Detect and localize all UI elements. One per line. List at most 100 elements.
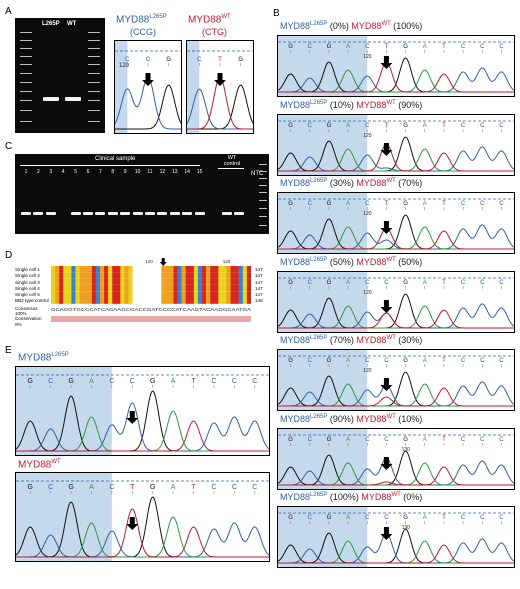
alignment-cell <box>165 291 170 298</box>
peak-trace-t <box>16 420 269 452</box>
alignment-cell <box>230 272 235 279</box>
gel-band-wt-control <box>222 212 232 215</box>
base-call: G <box>327 280 332 286</box>
alignment-cell <box>197 284 203 292</box>
peak-trace-c <box>16 402 269 452</box>
gel-lane-number: 10 <box>134 169 141 175</box>
alignment-row-label: Single cell 5 <box>15 292 40 298</box>
base-call: C <box>365 201 370 207</box>
alignment-cell <box>165 297 170 304</box>
alignment-cell <box>177 278 182 285</box>
alignment-cell <box>242 278 248 285</box>
alignment-cell <box>206 284 211 292</box>
alignment-cell <box>246 291 251 298</box>
alignment-cell <box>59 272 64 279</box>
base-call: C <box>499 280 504 286</box>
base-call: G <box>403 44 408 50</box>
alignment-cell <box>234 291 239 298</box>
alignment-cell <box>108 266 113 273</box>
alignment-cell <box>242 297 248 304</box>
base-call: A <box>423 123 427 129</box>
alignment-cell <box>197 266 203 273</box>
gel-lane-label-l265p: L265P <box>42 21 60 27</box>
base-call: T <box>191 484 196 491</box>
base-call: C <box>308 280 313 286</box>
alignment-cell <box>63 278 68 285</box>
alignment-cell <box>120 297 125 304</box>
alignment-cell <box>112 278 117 285</box>
alignment-cell <box>169 291 174 298</box>
base-call: T <box>442 123 446 129</box>
alignment-cell <box>108 272 113 279</box>
alignment-cell <box>67 272 72 279</box>
base-call: A <box>89 378 94 385</box>
peak-trace-t <box>278 308 514 328</box>
alignment-cell <box>91 266 97 273</box>
base-call: C <box>211 484 216 491</box>
base-call: C <box>48 378 53 385</box>
base-call: C <box>365 280 370 286</box>
base-call: C <box>252 484 257 491</box>
alignment-cell <box>124 272 129 279</box>
alignment-cell <box>63 266 68 273</box>
base-call: C <box>461 44 466 50</box>
gel-band <box>194 212 205 215</box>
base-call: G <box>27 484 32 491</box>
alignment-cell <box>59 284 64 292</box>
alignment-cell <box>79 272 84 279</box>
alignment-cell <box>112 266 117 273</box>
peak-trace-c <box>278 224 514 250</box>
alignment-cell <box>124 266 129 273</box>
alignment-cell <box>181 278 186 285</box>
alignment-cell <box>185 266 190 273</box>
base-call: A <box>423 201 427 207</box>
gel-lane-number: 8 <box>111 169 115 175</box>
alignment-cell <box>218 291 223 298</box>
alignment-cell <box>193 266 199 273</box>
alignment-cell <box>71 291 76 298</box>
panel-a-pos-1: 120 <box>119 63 130 69</box>
panel-label-b: B <box>273 8 280 19</box>
alignment-cell <box>116 266 121 273</box>
alignment-cell <box>91 284 97 292</box>
base-call: G <box>288 280 293 286</box>
base-call: T <box>385 44 389 50</box>
peak-trace-t <box>278 465 514 485</box>
alignment-cell <box>116 272 121 279</box>
panel-label-c: C <box>5 141 13 152</box>
arrow-down-icon <box>380 221 393 234</box>
alignment-cell <box>95 297 101 304</box>
gel-lane-number: 5 <box>74 169 77 175</box>
alignment-cell <box>71 266 76 273</box>
alignment-cell <box>169 297 174 304</box>
position-marker: 130 <box>402 447 411 453</box>
alignment-cell <box>128 266 133 273</box>
panel-a-trace1-title: MYD88L265P <box>116 14 167 26</box>
base-call: A <box>346 515 350 521</box>
alignment-row-end: 147 <box>255 292 263 298</box>
alignment-cell <box>87 291 93 298</box>
peak-trace-t <box>278 544 514 564</box>
base-call: C <box>384 358 389 364</box>
base-call: T <box>385 123 389 129</box>
alignment-cell <box>83 284 88 292</box>
alignment-cell <box>181 266 186 273</box>
base-call: A <box>346 123 350 129</box>
alignment-cell <box>99 278 105 285</box>
alignment-cell <box>169 278 174 285</box>
panel-b-chromatogram: G C G A C T G A T C C C 120 <box>277 192 515 254</box>
alignment-cell <box>189 272 195 279</box>
base-call: C <box>480 437 485 443</box>
alignment-cell <box>165 284 170 292</box>
alignment-cell <box>206 266 211 273</box>
alignment-cell <box>59 266 64 273</box>
base-call: G <box>327 201 332 207</box>
alignment-row-label: Single cell 2 <box>15 273 40 279</box>
alignment-cell <box>234 266 239 273</box>
alignment-cell <box>67 266 72 273</box>
base-call: T <box>218 57 222 63</box>
alignment-cell <box>75 266 80 273</box>
base-call: C <box>499 201 504 207</box>
base-call: T <box>442 437 446 443</box>
